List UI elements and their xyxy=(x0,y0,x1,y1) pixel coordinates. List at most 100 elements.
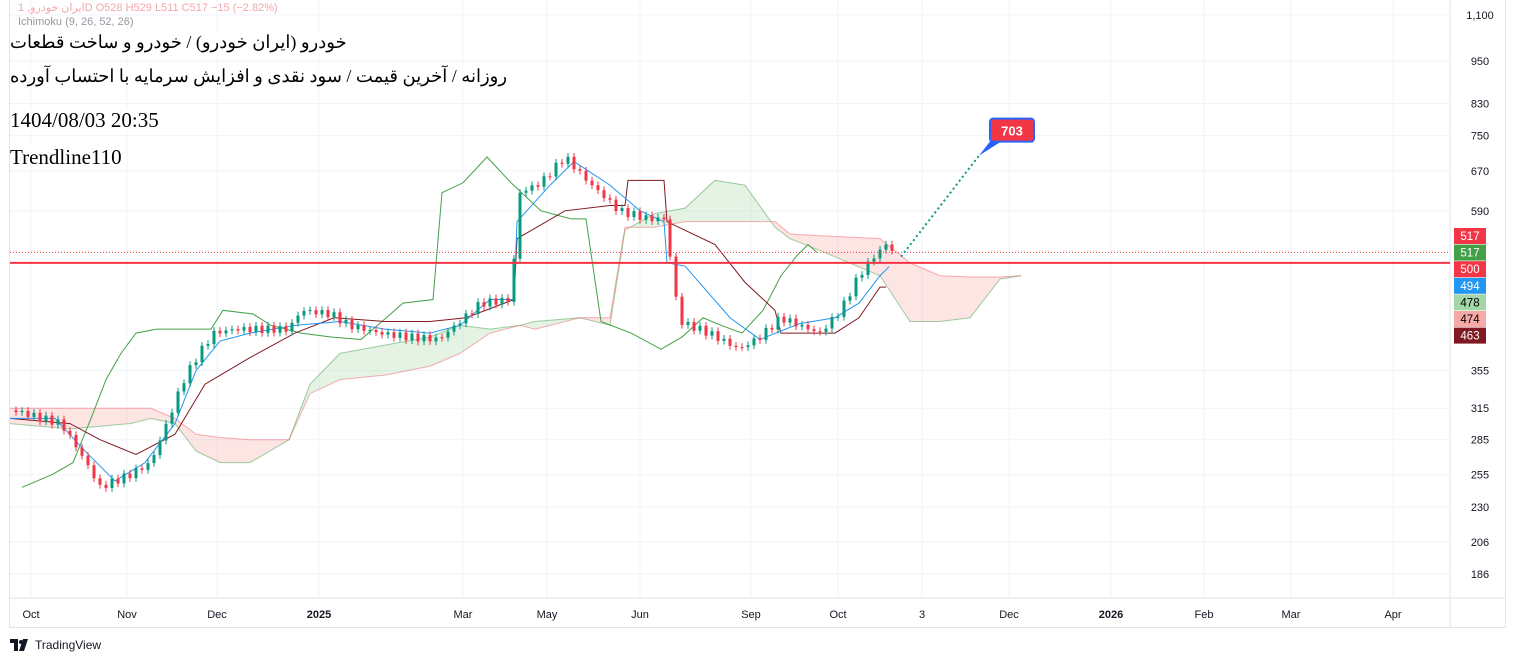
candle-body xyxy=(188,365,192,384)
candle-body xyxy=(446,331,450,338)
cloud-segment xyxy=(109,408,112,426)
price-label-box xyxy=(1454,228,1486,244)
price-label-box xyxy=(1454,311,1486,327)
candle-body xyxy=(308,310,312,312)
cloud-segment xyxy=(460,325,463,354)
cloud-segment xyxy=(943,275,946,322)
cloud-segment xyxy=(892,248,895,298)
candle-body xyxy=(74,434,78,448)
cloud-segment xyxy=(337,353,340,381)
cloud-segment xyxy=(160,412,163,421)
cloud-segment xyxy=(307,384,310,400)
candle-body xyxy=(110,478,114,488)
cloud-segment xyxy=(415,339,418,370)
candle-body xyxy=(536,185,540,187)
candle-body xyxy=(122,473,126,484)
candle-body xyxy=(860,275,864,278)
time-tick-label: Nov xyxy=(117,609,137,621)
cloud-segment xyxy=(850,237,853,265)
cloud-segment xyxy=(151,408,154,420)
cloud-segment xyxy=(154,409,157,420)
price-tick-label: 830 xyxy=(1471,98,1489,110)
candle-body xyxy=(638,211,642,220)
cloud-segment xyxy=(700,191,703,222)
candle-body xyxy=(656,217,660,222)
candle-body xyxy=(818,331,822,333)
candle-body xyxy=(404,332,408,341)
candle-body xyxy=(236,329,240,331)
candle-body xyxy=(158,440,162,456)
price-label-box xyxy=(1454,244,1486,261)
cloud-segment xyxy=(937,274,940,322)
cloud-segment xyxy=(547,320,550,327)
candle-body xyxy=(56,419,60,425)
candle-body xyxy=(464,313,468,324)
candle-body xyxy=(758,338,762,340)
price-tick-label: 750 xyxy=(1471,130,1489,142)
cloud-segment xyxy=(796,234,799,243)
cloud-segment xyxy=(319,371,322,390)
cloud-segment xyxy=(241,439,244,463)
cloud-segment xyxy=(910,262,913,322)
candle-body xyxy=(734,345,738,348)
candle-body xyxy=(260,325,264,333)
symbol-legend[interactable]: ایران خودرو, 1D O528 H529 L511 C517 −15 … xyxy=(18,2,278,14)
chart-author: Trendline110 xyxy=(10,145,122,170)
candle-body xyxy=(848,296,852,301)
cloud-segment xyxy=(919,266,922,322)
cloud-segment xyxy=(454,326,457,356)
cloud-segment xyxy=(826,236,829,255)
cloud-segment xyxy=(190,429,193,447)
candle-body xyxy=(470,313,474,315)
cloud-segment xyxy=(124,408,127,425)
senkou-span-a-line xyxy=(9,179,1022,464)
candle-body xyxy=(764,327,768,340)
cloud-segment xyxy=(214,436,217,462)
cloud-segment xyxy=(733,183,736,222)
cloud-segment xyxy=(256,439,259,459)
cloud-segment xyxy=(253,439,256,461)
candle-body xyxy=(488,298,492,307)
cloud-segment xyxy=(856,237,859,267)
candle-body xyxy=(206,344,210,346)
cloud-segment xyxy=(418,338,421,369)
tradingview-icon xyxy=(10,639,28,651)
cloud-segment xyxy=(487,328,490,336)
cloud-segment xyxy=(814,235,817,250)
cloud-segment xyxy=(268,439,271,452)
cloud-segment xyxy=(202,435,205,456)
price-tick-label: 355 xyxy=(1471,366,1489,378)
candle-body xyxy=(230,329,234,331)
cloud-segment xyxy=(988,277,991,294)
cloud-segment xyxy=(346,351,349,380)
cloud-segment xyxy=(751,193,754,222)
tradingview-logo[interactable]: TradingView xyxy=(10,638,101,652)
price-label: 478 xyxy=(1460,297,1479,309)
time-tick-label: Feb xyxy=(1195,609,1214,621)
indicator-legend[interactable]: Ichimoku (9, 26, 52, 26) xyxy=(18,16,134,28)
cloud-segment xyxy=(142,408,145,421)
cloud-segment xyxy=(85,408,88,428)
cloud-segment xyxy=(928,270,931,322)
cloud-segment xyxy=(271,439,274,451)
cloud-segment xyxy=(562,318,565,323)
cloud-segment xyxy=(196,434,199,453)
cloud-segment xyxy=(895,250,898,303)
cloud-segment xyxy=(274,439,277,449)
cloud-segment xyxy=(163,413,166,422)
cloud-segment xyxy=(367,347,370,377)
cloud-segment xyxy=(898,252,901,308)
time-tick-label: Dec xyxy=(999,609,1019,621)
cloud-segment xyxy=(133,408,136,423)
candle-body xyxy=(62,419,66,431)
cloud-segment xyxy=(316,374,319,391)
time-tick-label: Apr xyxy=(1384,609,1401,621)
cloud-segment xyxy=(208,435,211,459)
candle-body xyxy=(866,261,870,276)
cloud-segment xyxy=(931,271,934,322)
cloud-segment xyxy=(13,408,16,425)
candle-body xyxy=(566,156,570,164)
candle-body xyxy=(476,302,480,315)
candle-body xyxy=(38,412,42,422)
